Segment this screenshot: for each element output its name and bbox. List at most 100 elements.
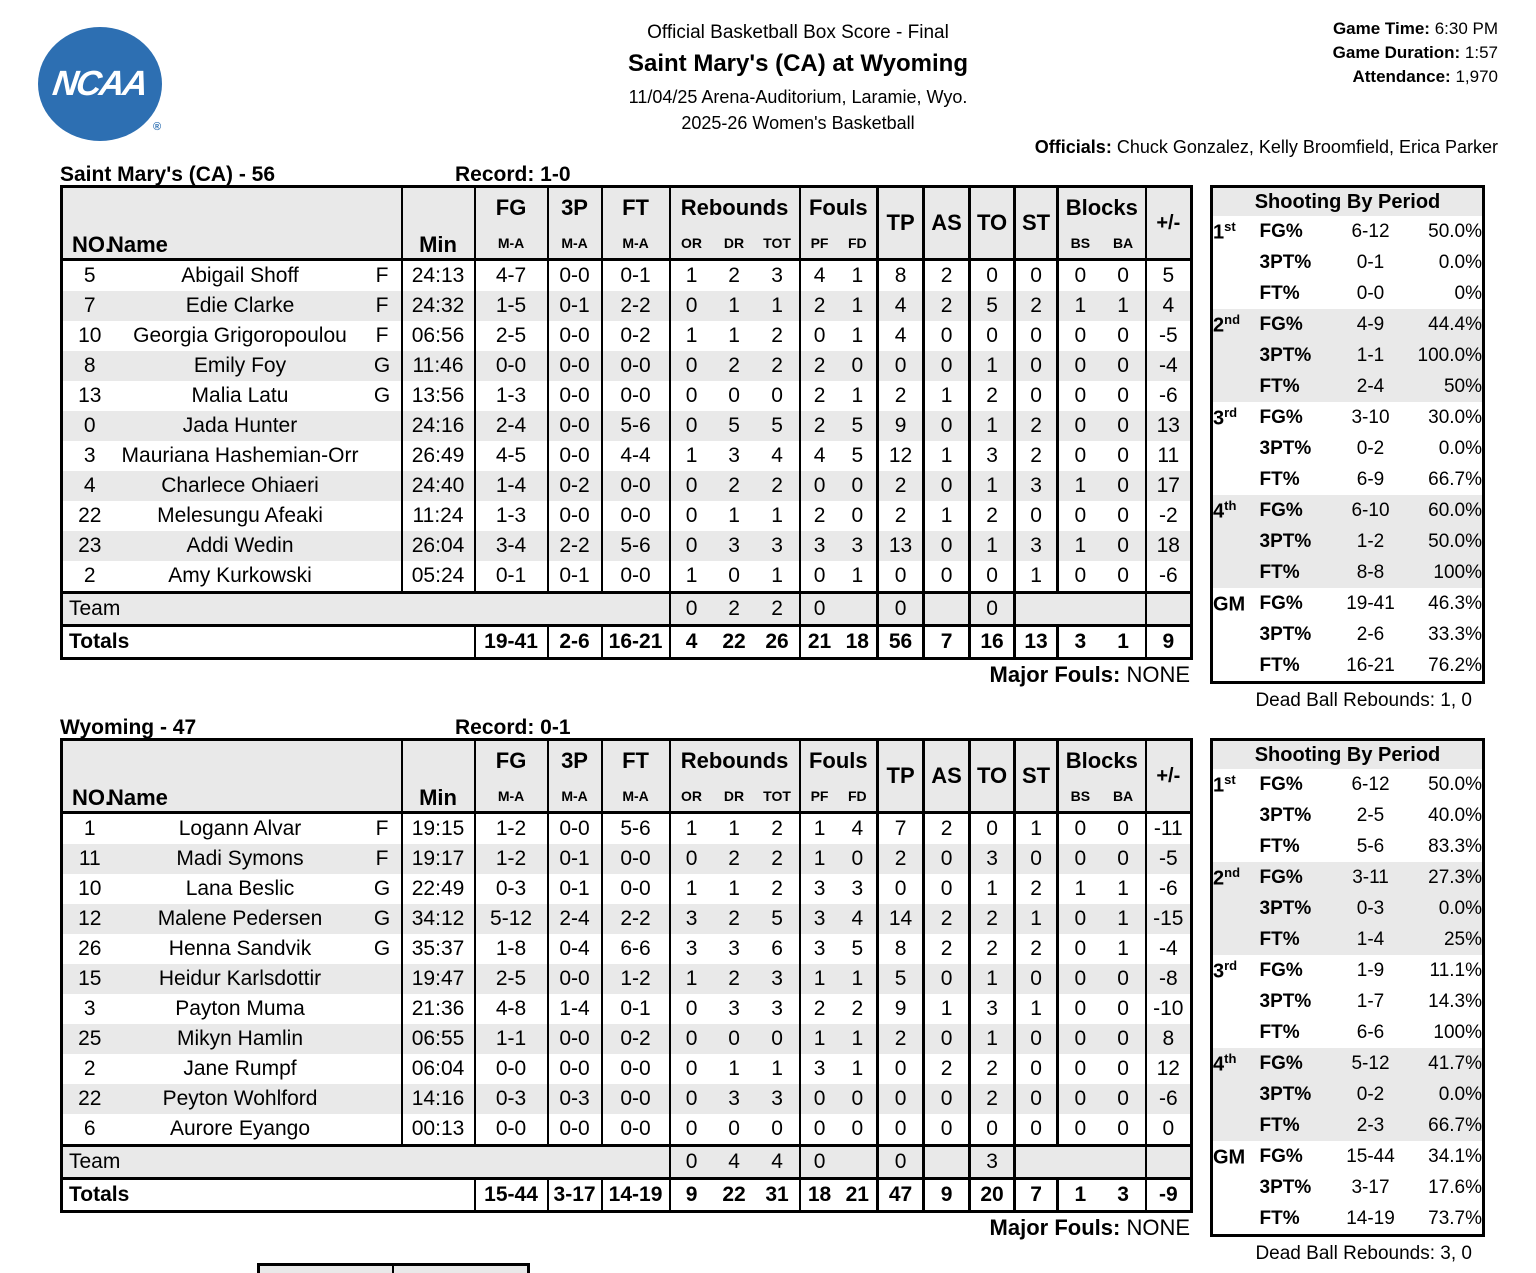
ba-cell: 0 — [1117, 1057, 1129, 1080]
minutes-cell: 21:36 — [400, 994, 475, 1024]
col-header-fouls: Fouls — [798, 186, 878, 228]
minutes-cell: 24:40 — [400, 471, 475, 501]
to-cell: 1 — [968, 411, 1015, 441]
fd-cell: 5 — [851, 937, 864, 960]
ba-cell: 0 — [1117, 504, 1129, 527]
shooting-row: 3PT% 1-2 50.0% — [1211, 526, 1484, 557]
ft-cell: 1-2 — [600, 964, 670, 994]
shooting-row: 1st FG% 6-12 50.0% — [1212, 216, 1484, 247]
player-position — [364, 994, 402, 1024]
ft-cell: 0-0 — [600, 381, 670, 411]
minutes-cell: 11:24 — [400, 501, 475, 531]
col-header-ba: BA — [1101, 228, 1146, 261]
shooting-row: GM FG% 15-44 34.1% — [1212, 1141, 1484, 1172]
or-cell: 0 — [668, 994, 713, 1024]
jersey-number: 23 — [61, 531, 117, 561]
totals-to-cell: 16 — [968, 624, 1015, 659]
3p-cell: 0-1 — [546, 561, 602, 593]
tp-cell: 0 — [876, 351, 924, 381]
jersey-number: 3 — [83, 997, 96, 1020]
as-cell: 2 — [922, 904, 970, 934]
attendance-line: Attendance: 1,970 — [1333, 65, 1498, 89]
3p-cell: 0-0 — [546, 964, 602, 994]
ba-cell: 0 — [1117, 817, 1129, 840]
shooting-row: GM FG% 19-41 46.3% — [1212, 588, 1484, 619]
player-name: Peyton Wohlford — [116, 1084, 364, 1114]
col-header-3p: 3P — [546, 186, 602, 228]
fg-cell: 1-4 — [473, 471, 548, 501]
3p-cell: 0-1 — [546, 844, 602, 874]
minutes-cell: 19:17 — [400, 844, 475, 874]
team-rebounds-row: Team 0 2 2 0 0 0 — [61, 591, 1192, 626]
bs-cell: 0 — [1056, 934, 1102, 964]
shooting-by-period-panel: Shooting By Period 1st FG% 6-12 50.0% 3PT% 2-… — [1210, 738, 1485, 1237]
totals-or-cell: 4 — [668, 624, 713, 659]
stat-label: FT% — [1259, 1021, 1300, 1043]
or-cell: 0 — [668, 501, 713, 531]
to-cell: 0 — [968, 561, 1015, 593]
period-label — [1212, 831, 1260, 862]
player-position — [363, 964, 402, 994]
ft-cell: 0-0 — [600, 471, 670, 501]
plus-minus-cell: 11 — [1144, 441, 1192, 471]
player-position: G — [373, 877, 391, 900]
tot-cell: 2 — [771, 324, 783, 347]
ba-cell: 0 — [1101, 411, 1146, 441]
fd-cell: 1 — [838, 291, 878, 321]
totals-3p-cell: 2-6 — [546, 624, 602, 659]
jersey-number: 1 — [83, 817, 96, 840]
player-row: 10 Lana Beslic G 22:49 0-3 0-1 0-0 1 1 2… — [62, 874, 1192, 904]
ba-cell: 1 — [1117, 877, 1129, 900]
plus-minus-cell: -11 — [1144, 812, 1192, 844]
stat-percentage: 73.7% — [1428, 1207, 1482, 1229]
dr-cell: 1 — [728, 324, 740, 347]
col-header-tot: TOT — [755, 228, 800, 261]
ba-cell: 0 — [1101, 844, 1146, 874]
as-cell: 0 — [922, 874, 970, 904]
bs-cell: 1 — [1056, 291, 1102, 321]
col-header-fd: FD — [838, 228, 878, 261]
col-header-as: AS — [922, 739, 970, 814]
col-header-fd: FD — [838, 781, 878, 814]
col-header-rebounds: Rebounds — [668, 186, 800, 228]
col-header-3p: 3P — [546, 739, 602, 781]
period-label — [1212, 1017, 1260, 1048]
fd-cell: 1 — [838, 964, 878, 994]
or-cell: 0 — [668, 1114, 713, 1146]
pf-cell: 2 — [798, 291, 839, 321]
or-cell: 1 — [668, 874, 713, 904]
plus-minus-cell: 5 — [1144, 259, 1192, 291]
ft-cell: 2-2 — [600, 291, 670, 321]
tot-cell: 5 — [755, 904, 800, 934]
player-row: 26 Henna Sandvik G 35:37 1-8 0-4 6-6 3 3… — [62, 934, 1192, 964]
tp-cell: 13 — [876, 531, 924, 561]
period-label — [1212, 433, 1260, 464]
stat-attempts: 16-21 — [1346, 654, 1395, 676]
player-position: F — [375, 817, 389, 840]
player-position — [363, 411, 402, 441]
tot-cell: 3 — [771, 264, 783, 287]
shooting-row: 3PT% 2-5 40.0% — [1212, 800, 1484, 831]
attendance-value: 1,970 — [1455, 67, 1498, 86]
ba-cell: 1 — [1117, 937, 1129, 960]
team-row-label: Team — [61, 591, 670, 626]
shooting-panel-title: Shooting By Period — [1211, 186, 1484, 216]
or-cell: 1 — [668, 812, 713, 844]
col-header-ft: FT — [600, 186, 670, 228]
totals-st-cell: 13 — [1013, 624, 1058, 659]
pf-cell: 4 — [798, 441, 839, 471]
col-header-pf: PF — [798, 781, 839, 814]
fg-cell: 1-3 — [473, 381, 548, 411]
fd-cell: 1 — [851, 264, 864, 287]
3p-cell: 0-0 — [546, 1114, 602, 1146]
player-name: Mauriana Hashemian-Orr — [121, 444, 359, 467]
stat-attempts: 6-10 — [1337, 495, 1404, 526]
ba-cell: 1 — [1101, 904, 1146, 934]
stat-label: 3PT% — [1259, 437, 1312, 459]
stat-attempts: 1-9 — [1356, 959, 1385, 981]
shooting-row: FT% 8-8 100% — [1211, 557, 1484, 588]
shooting-row: FT% 6-9 66.7% — [1212, 464, 1484, 495]
player-position — [364, 1054, 402, 1084]
player-position — [364, 1114, 402, 1146]
team-tot-cell: 2 — [755, 591, 800, 626]
